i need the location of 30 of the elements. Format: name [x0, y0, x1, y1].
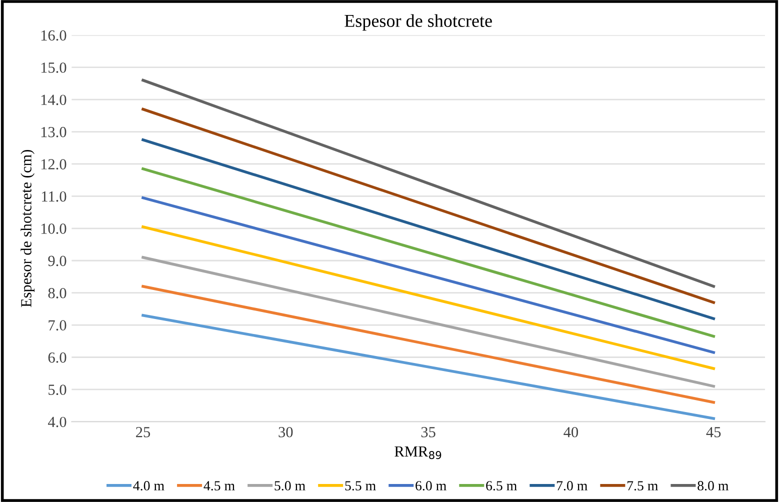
y-tick-label: 12.0: [41, 159, 66, 170]
y-tick-label: 11.0: [42, 191, 66, 202]
y-tick-label: 8.0: [48, 288, 66, 298]
y-tick-label: 13.0: [41, 126, 66, 138]
legend-label: 4.5 m: [204, 481, 235, 490]
y-tick-label: 5.0: [48, 384, 66, 395]
y-tick-label: 4.0: [48, 416, 66, 428]
x-tick-label: 25: [136, 427, 150, 438]
y-tick-label: 6.0: [48, 352, 66, 363]
x-tick-label: 35: [421, 427, 436, 438]
legend-label: 6.5 m: [486, 481, 517, 490]
y-tick-label: 16.0: [41, 30, 66, 41]
y-tick-label: 10.0: [41, 224, 66, 234]
legend-label: 8.0 m: [698, 481, 729, 490]
legend-label: 5.0 m: [274, 481, 306, 490]
chart-title: Espesor de shotcrete: [344, 14, 492, 31]
legend-label: 7.0 m: [556, 481, 588, 490]
legend-label: 7.5 m: [627, 481, 658, 490]
y-axis-title: Espesor de shotcrete (cm): [20, 150, 35, 308]
x-tick-label: 40: [564, 426, 578, 438]
legend-label: 6.0 m: [416, 481, 446, 490]
y-tick-label: 9.0: [48, 256, 66, 266]
legend-label: 4.0 m: [133, 481, 164, 490]
y-tick-label: 15.0: [41, 62, 66, 73]
y-tick-label: 14.0: [41, 94, 66, 106]
legend-label: 5.5 m: [345, 481, 376, 490]
y-tick-label: 7.0: [48, 320, 66, 331]
x-tick-label: 45: [706, 427, 721, 438]
x-axis-title: RMR$_{89}$: [394, 446, 442, 460]
x-tick-label: 30: [278, 426, 293, 438]
